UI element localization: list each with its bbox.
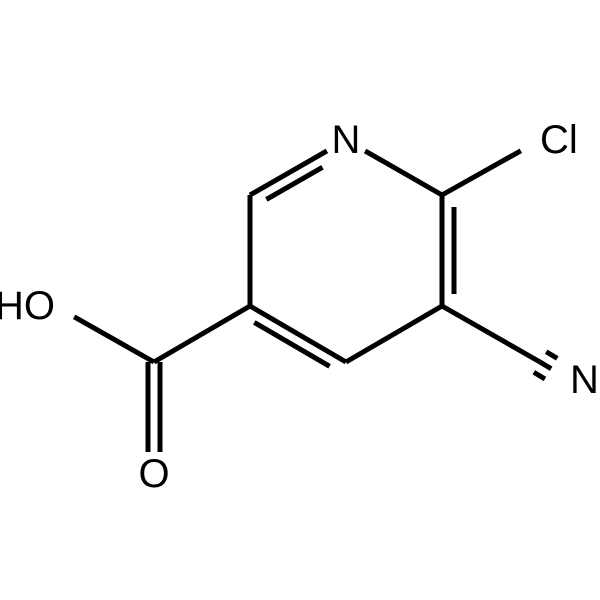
bond-line [442,306,540,362]
atom-label-Cl: Cl [540,118,578,162]
bond-line [534,372,545,379]
molecule-diagram: N Cl N O HO [0,0,600,600]
bond-line [540,362,551,369]
atom-label-N_ring: N [332,118,361,162]
bond-line [250,306,346,362]
bond-line [546,352,557,359]
bond-line [442,151,521,195]
atom-label-O_oh: HO [0,284,55,328]
bond-line [346,306,442,362]
atom-label-O_dbl: O [138,452,169,496]
bond-line [154,306,250,362]
bond-line [365,151,442,195]
bond-line [74,317,154,362]
atom-label-N_cn: N [570,358,599,402]
